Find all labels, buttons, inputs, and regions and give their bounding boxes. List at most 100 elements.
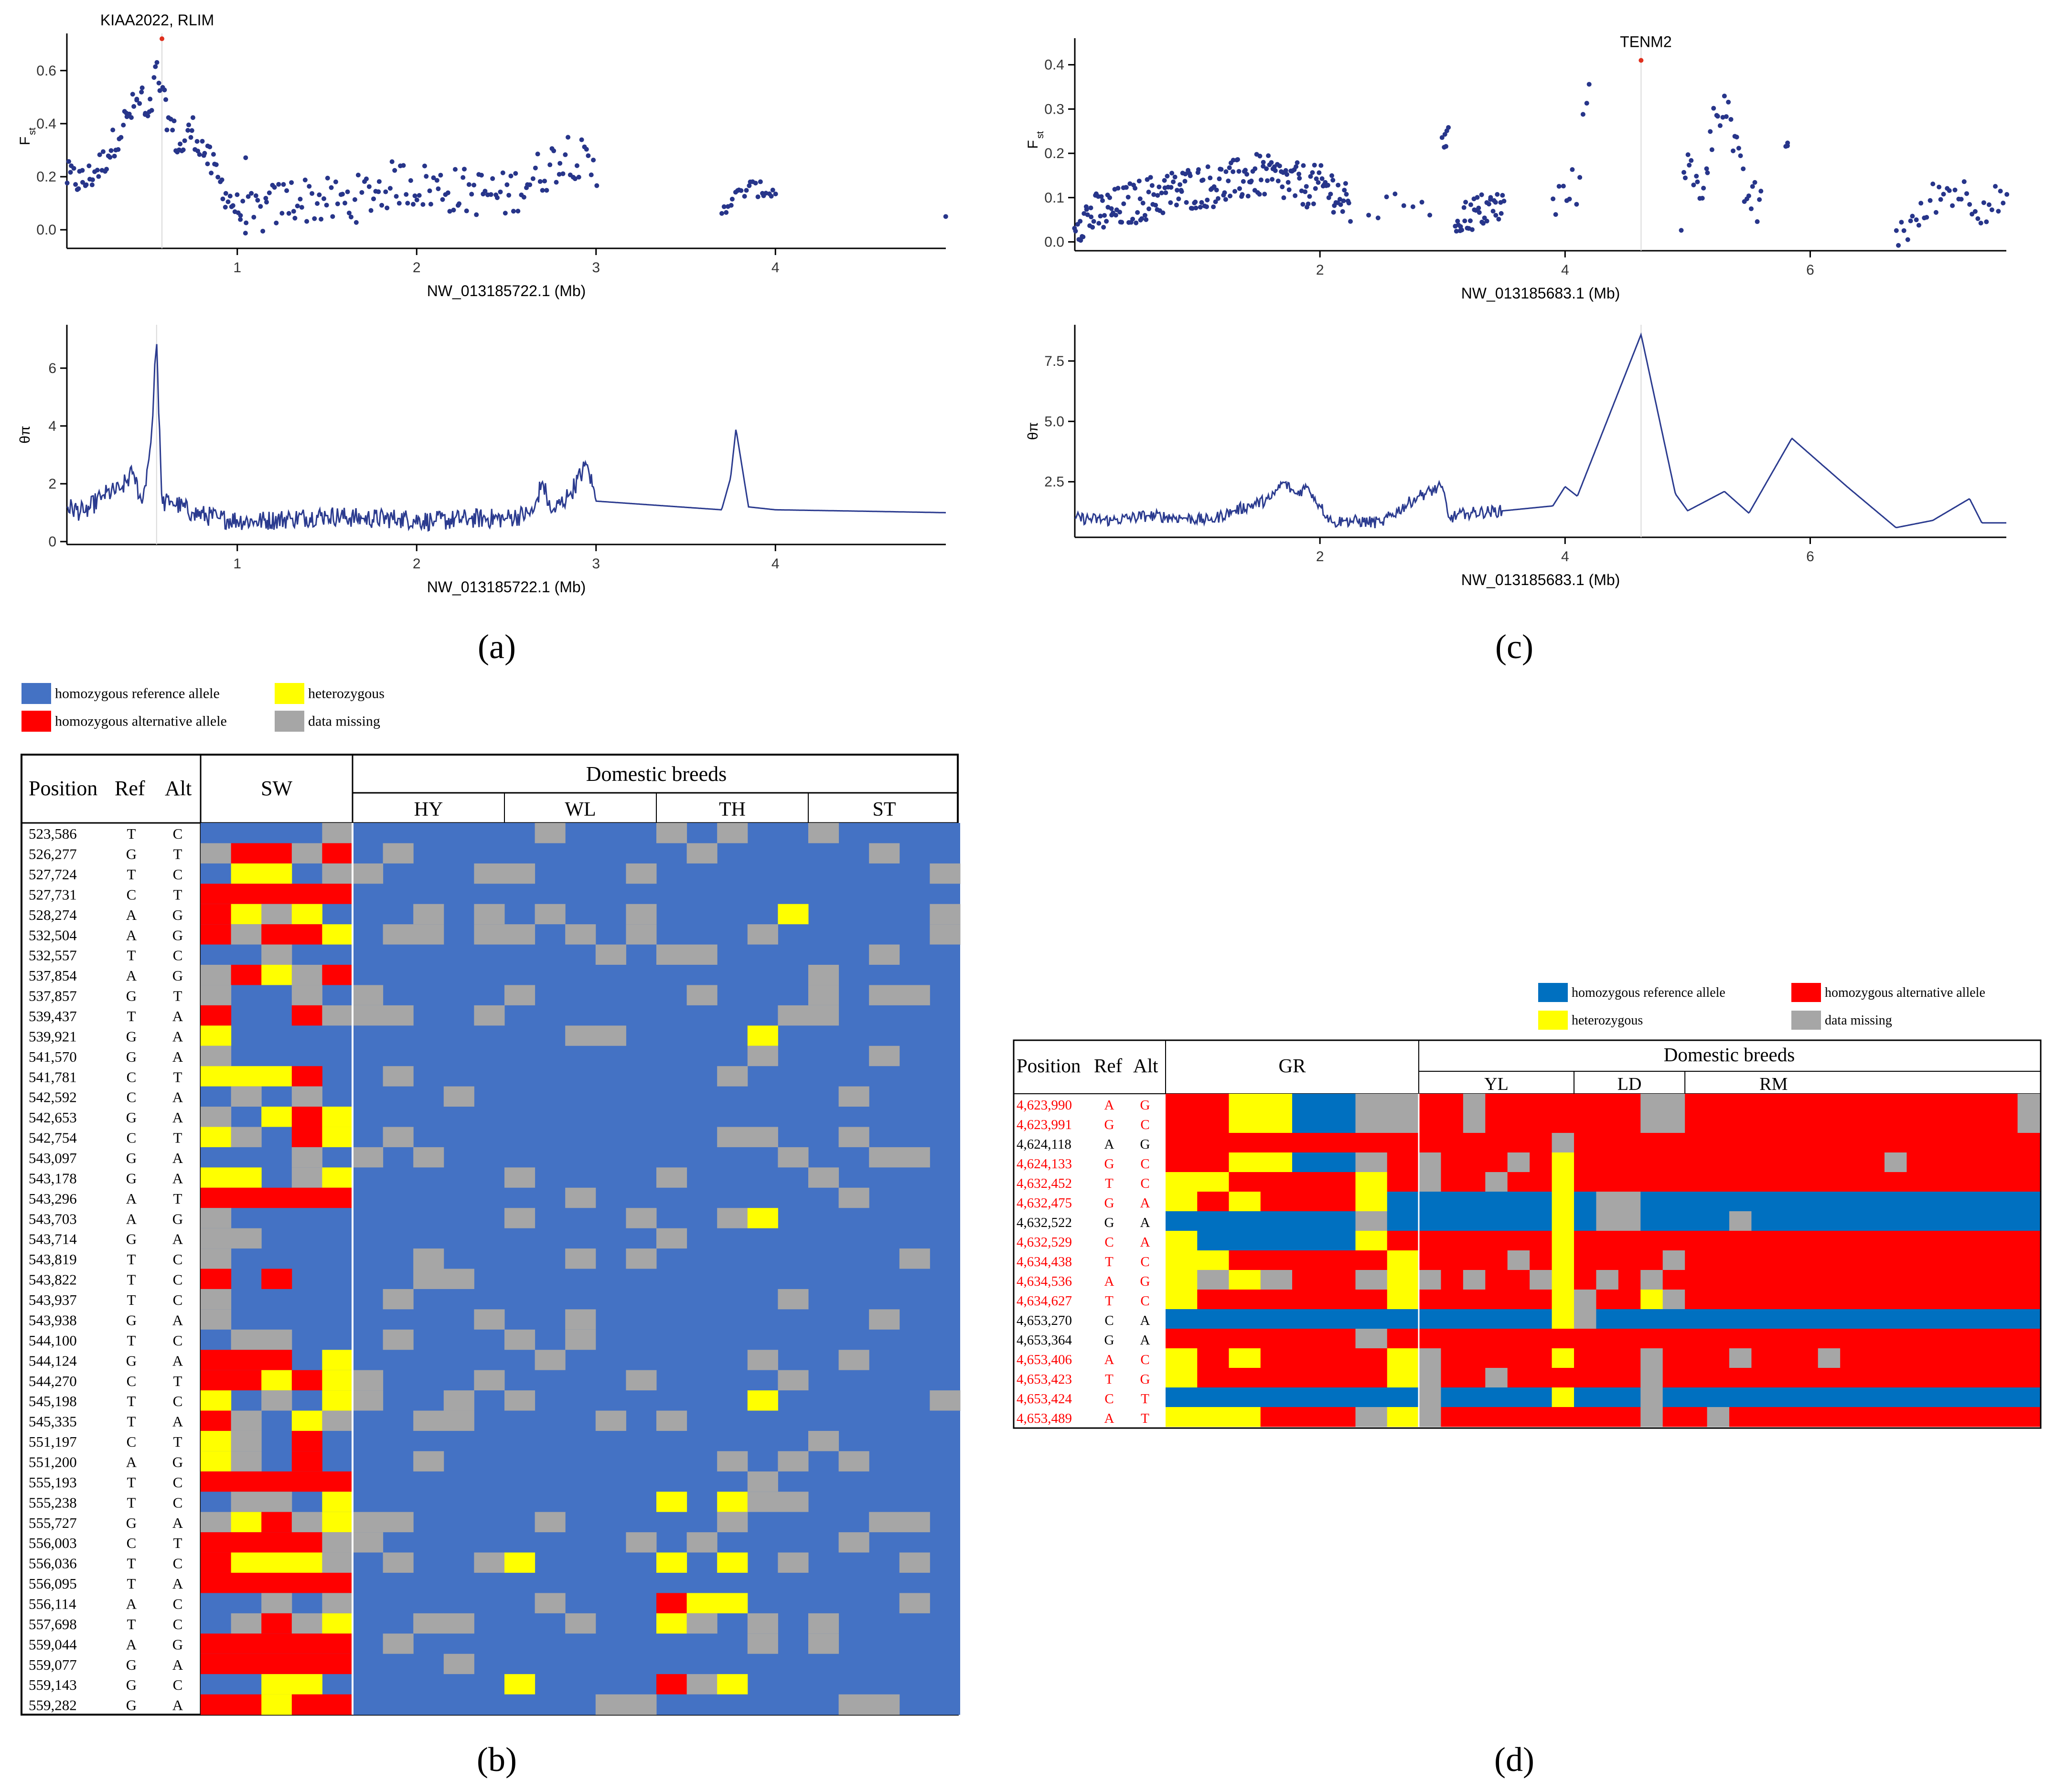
wild-cell [1197,1113,1229,1133]
wild-cell [1229,1211,1261,1231]
col-header-alt: Alt [1133,1055,1158,1077]
data-point [1182,179,1188,184]
domestic-cell [1530,1152,1553,1173]
wild-cell [322,1471,353,1492]
row-position: 543,937 [29,1291,77,1308]
data-point [333,179,338,184]
domestic-cell [1574,1152,1596,1173]
domestic-cell [1419,1387,1441,1408]
col-header-wild: SW [261,777,292,800]
domestic-cell [1419,1172,1441,1192]
data-point [116,147,121,152]
wild-cell [231,1694,262,1715]
row-alt: T [173,1373,182,1389]
domestic-cell [1419,1231,1441,1251]
row-ref: A [1104,1274,1114,1289]
domestic-cell [1973,1270,1996,1290]
row-position: 542,653 [29,1109,77,1126]
domestic-cell [1552,1309,1574,1329]
data-point [207,144,213,149]
domestic-cell [656,1552,687,1573]
pi-line-series [66,344,946,532]
data-point [1481,221,1486,226]
domestic-cell [1530,1094,1553,1114]
domestic-cell [535,904,566,925]
domestic-cell [1818,1407,1841,1427]
data-point [747,183,752,188]
domestic-cell [1751,1172,1774,1192]
domestic-cell [1906,1407,1929,1427]
domestic-cell [383,1289,414,1310]
data-point [1211,204,1216,210]
x-tick-label: 2 [1316,549,1324,565]
domestic-cell [1419,1152,1441,1173]
data-point [1137,196,1143,202]
wild-cell [1229,1368,1261,1388]
domestic-cell [565,1309,596,1330]
domestic-cell [353,1005,384,1026]
domestic-cell [1885,1133,1907,1153]
wild-cell [1387,1172,1419,1192]
wild-cell [1166,1270,1198,1290]
data-point [1446,125,1451,130]
domestic-cell [1640,1387,1663,1408]
data-point [1757,197,1762,202]
data-point [2001,201,2006,206]
wild-cell [261,1370,292,1391]
wild-cell [1229,1172,1261,1192]
legend-swatch-alt [21,711,51,732]
data-point [589,172,594,178]
data-point [157,88,162,93]
row-position: 527,724 [29,866,77,883]
domestic-cell [1507,1192,1530,1212]
data-point [1689,158,1694,163]
wild-cell [322,1107,353,1127]
data-point [1232,189,1237,194]
row-alt: C [1140,1293,1149,1309]
genotype-cells [201,823,961,1715]
wild-cell [231,1370,262,1391]
wild-cell [322,1694,353,1715]
wild-cell [1260,1250,1293,1270]
x-axis-title: NW_013185722.1 (Mb) [427,578,586,596]
domestic-cell [1885,1387,1907,1408]
domestic-cell [1885,1172,1907,1192]
data-point [1916,223,1921,228]
wild-cell [1355,1348,1388,1368]
domestic-cell [1796,1192,1819,1212]
gene-annotation-label: TENM2 [1620,33,1671,50]
wild-cell [1197,1329,1229,1349]
wild-cell [1166,1192,1198,1212]
data-point [156,80,161,85]
legend-label-missing: data missing [1825,1013,1892,1028]
data-point [557,171,562,177]
data-point [461,167,467,172]
wild-cell [1260,1290,1293,1310]
domestic-cell [595,944,626,965]
data-point [742,194,747,199]
wild-cell [291,1086,322,1107]
domestic-cell [443,1269,474,1290]
domestic-cell [1685,1329,1708,1349]
wild-cell [1197,1133,1229,1153]
row-ref: G [126,1150,137,1166]
domestic-cell [1485,1309,1508,1329]
row-position: 544,270 [29,1373,77,1389]
data-point [1149,183,1155,188]
wild-cell [1324,1211,1356,1231]
domestic-cell [1818,1348,1841,1368]
wild-cell [261,884,292,905]
wild-cell [1229,1387,1261,1408]
domestic-cell [1685,1387,1708,1408]
domestic-cell [838,1694,869,1715]
row-ref: T [127,1393,136,1409]
row-ref: T [127,1494,136,1511]
wild-cell [291,1512,322,1533]
domestic-cell [838,1532,869,1553]
domestic-cell [1618,1133,1641,1153]
data-point [1244,171,1250,177]
data-point [412,193,418,198]
row-ref: A [126,1636,137,1653]
data-point [574,163,579,168]
data-point [1375,215,1381,221]
